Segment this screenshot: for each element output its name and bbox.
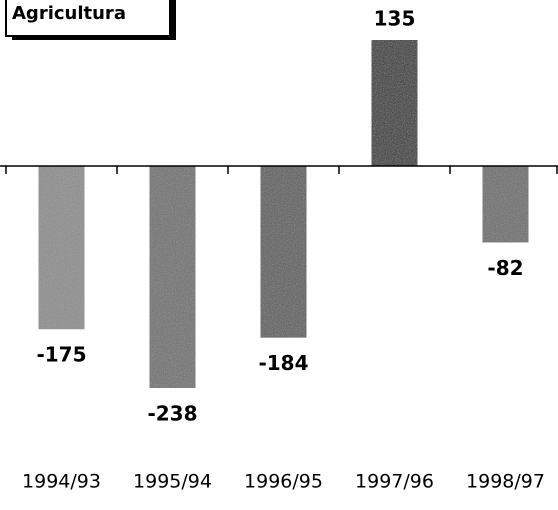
x-tick-label: 1998/97 [466, 471, 545, 493]
title-box [5, 0, 171, 37]
x-tick-label: 1996/95 [244, 471, 323, 493]
bar [149, 165, 196, 388]
bar [371, 40, 418, 166]
x-tick-label: 1995/94 [133, 471, 212, 493]
value-label: -175 [36, 343, 86, 367]
x-tick-label: 1997/96 [355, 471, 434, 493]
value-label: -82 [487, 256, 523, 280]
value-label: -238 [147, 402, 197, 426]
bar [260, 165, 307, 338]
x-tick-label: 1994/93 [22, 471, 101, 493]
value-label: 135 [374, 7, 416, 31]
value-label: -184 [258, 351, 308, 375]
bar [482, 165, 529, 243]
chart-title: Agricultura [12, 3, 126, 24]
bar [38, 165, 85, 330]
